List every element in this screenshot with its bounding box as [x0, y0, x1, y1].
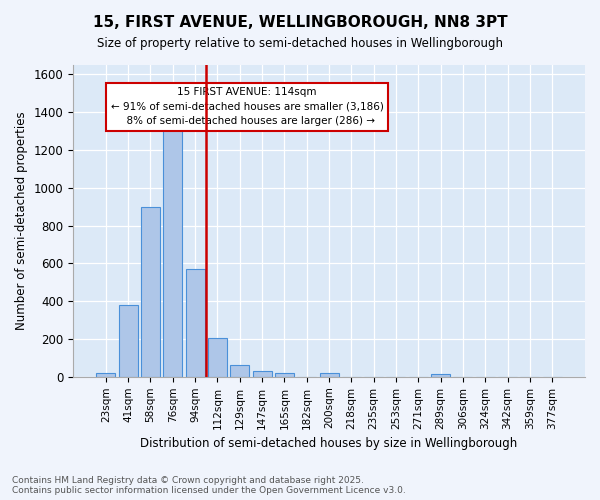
- Text: Contains HM Land Registry data © Crown copyright and database right 2025.
Contai: Contains HM Land Registry data © Crown c…: [12, 476, 406, 495]
- Bar: [320, 374, 338, 377]
- Bar: [253, 371, 272, 377]
- Text: Size of property relative to semi-detached houses in Wellingborough: Size of property relative to semi-detach…: [97, 38, 503, 51]
- Bar: [431, 374, 450, 377]
- Bar: [119, 305, 137, 377]
- Text: 15, FIRST AVENUE, WELLINGBOROUGH, NN8 3PT: 15, FIRST AVENUE, WELLINGBOROUGH, NN8 3P…: [92, 15, 508, 30]
- Bar: [230, 364, 249, 377]
- Text: 15 FIRST AVENUE: 114sqm
← 91% of semi-detached houses are smaller (3,186)
  8% o: 15 FIRST AVENUE: 114sqm ← 91% of semi-de…: [110, 87, 383, 126]
- Bar: [141, 206, 160, 377]
- Bar: [208, 338, 227, 377]
- X-axis label: Distribution of semi-detached houses by size in Wellingborough: Distribution of semi-detached houses by …: [140, 437, 518, 450]
- Bar: [185, 269, 205, 377]
- Bar: [163, 128, 182, 377]
- Bar: [275, 374, 294, 377]
- Y-axis label: Number of semi-detached properties: Number of semi-detached properties: [15, 112, 28, 330]
- Bar: [96, 373, 115, 377]
